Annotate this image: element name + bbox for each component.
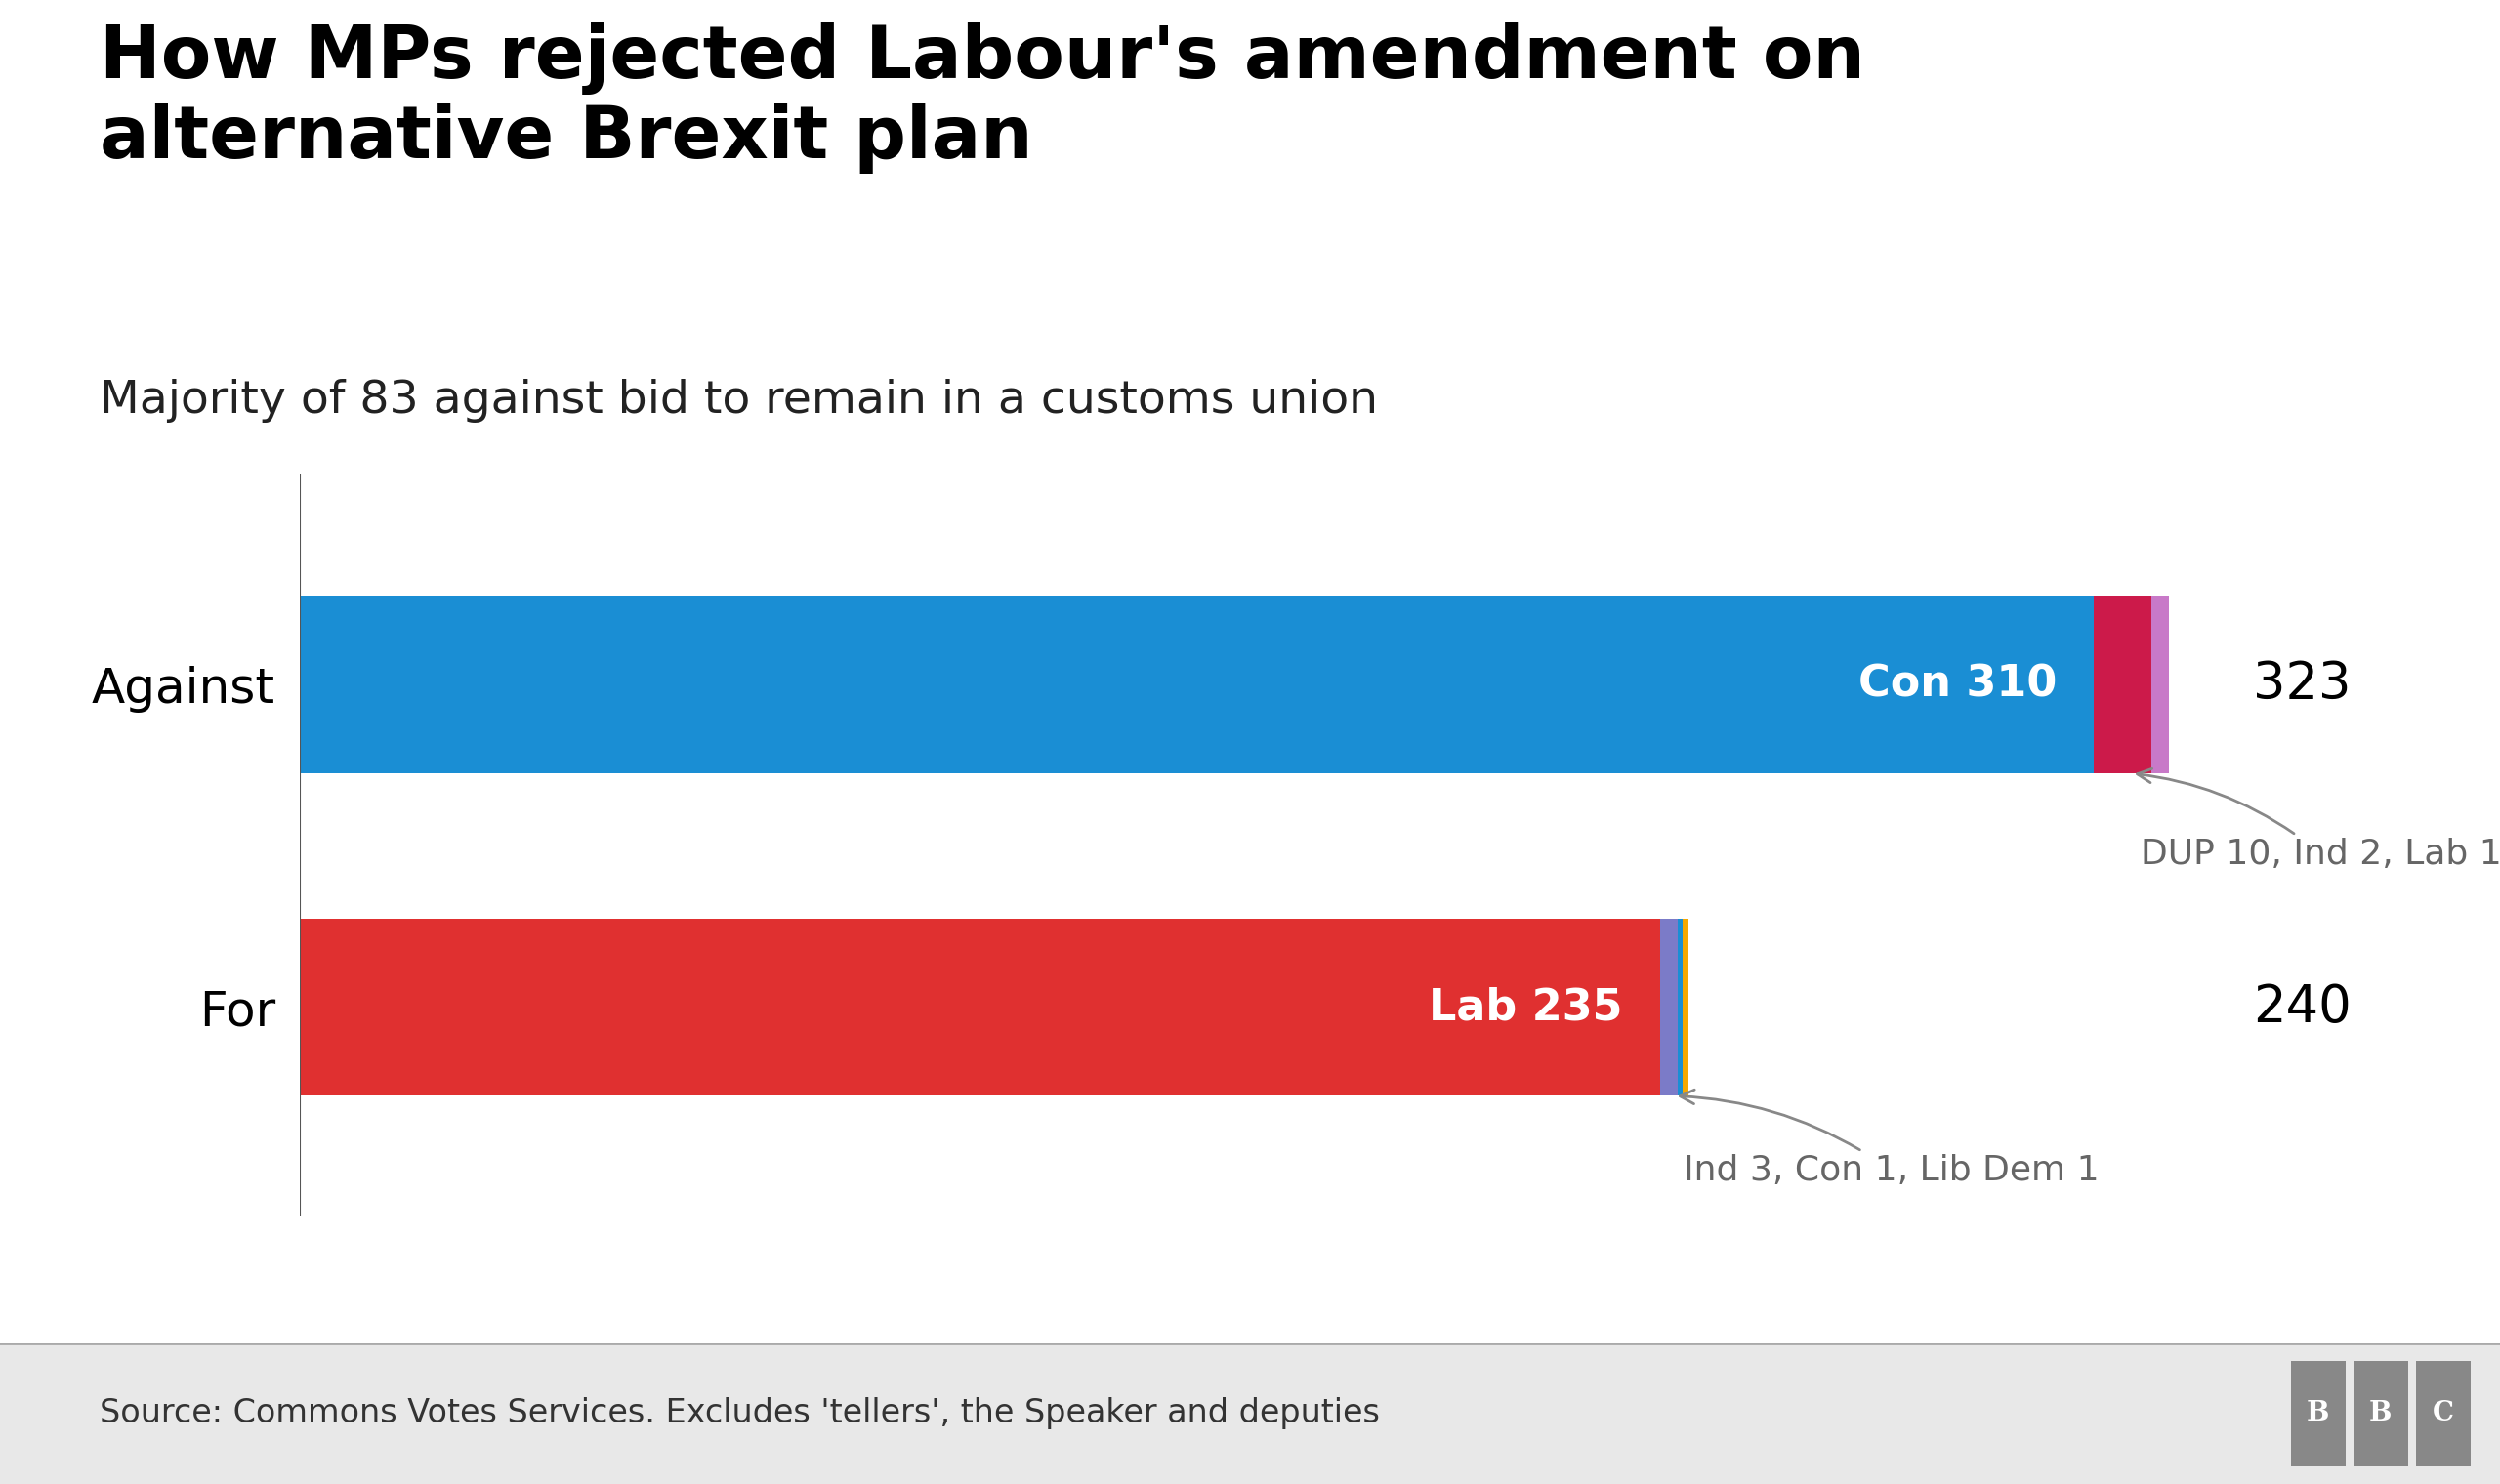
Text: 323: 323 bbox=[2252, 659, 2352, 709]
Text: Ind 3, Con 1, Lib Dem 1: Ind 3, Con 1, Lib Dem 1 bbox=[1680, 1089, 2100, 1187]
Text: How MPs rejected Labour's amendment on
alternative Brexit plan: How MPs rejected Labour's amendment on a… bbox=[100, 22, 1865, 174]
FancyBboxPatch shape bbox=[2415, 1361, 2470, 1466]
Text: Con 310: Con 310 bbox=[1858, 663, 2057, 705]
Bar bbox=[1660, 919, 1678, 1095]
Text: C: C bbox=[2432, 1401, 2455, 1426]
Text: B: B bbox=[2370, 1401, 2392, 1426]
Bar bbox=[2162, 597, 2170, 773]
FancyBboxPatch shape bbox=[2352, 1361, 2408, 1466]
Text: Majority of 83 against bid to remain in a customs union: Majority of 83 against bid to remain in … bbox=[100, 378, 1378, 423]
Text: B: B bbox=[2308, 1401, 2330, 1426]
Text: 240: 240 bbox=[2252, 982, 2352, 1033]
Text: DUP 10, Ind 2, Lab 1: DUP 10, Ind 2, Lab 1 bbox=[2138, 769, 2500, 871]
Bar bbox=[1678, 919, 1682, 1095]
Bar bbox=[2152, 597, 2162, 773]
Bar bbox=[2095, 597, 2152, 773]
FancyBboxPatch shape bbox=[2290, 1361, 2345, 1466]
Bar bbox=[300, 597, 2095, 773]
Bar bbox=[1682, 919, 1690, 1095]
Bar bbox=[300, 919, 1660, 1095]
Text: Lab 235: Lab 235 bbox=[1427, 987, 1622, 1028]
Text: Source: Commons Votes Services. Excludes 'tellers', the Speaker and deputies: Source: Commons Votes Services. Excludes… bbox=[100, 1398, 1380, 1429]
